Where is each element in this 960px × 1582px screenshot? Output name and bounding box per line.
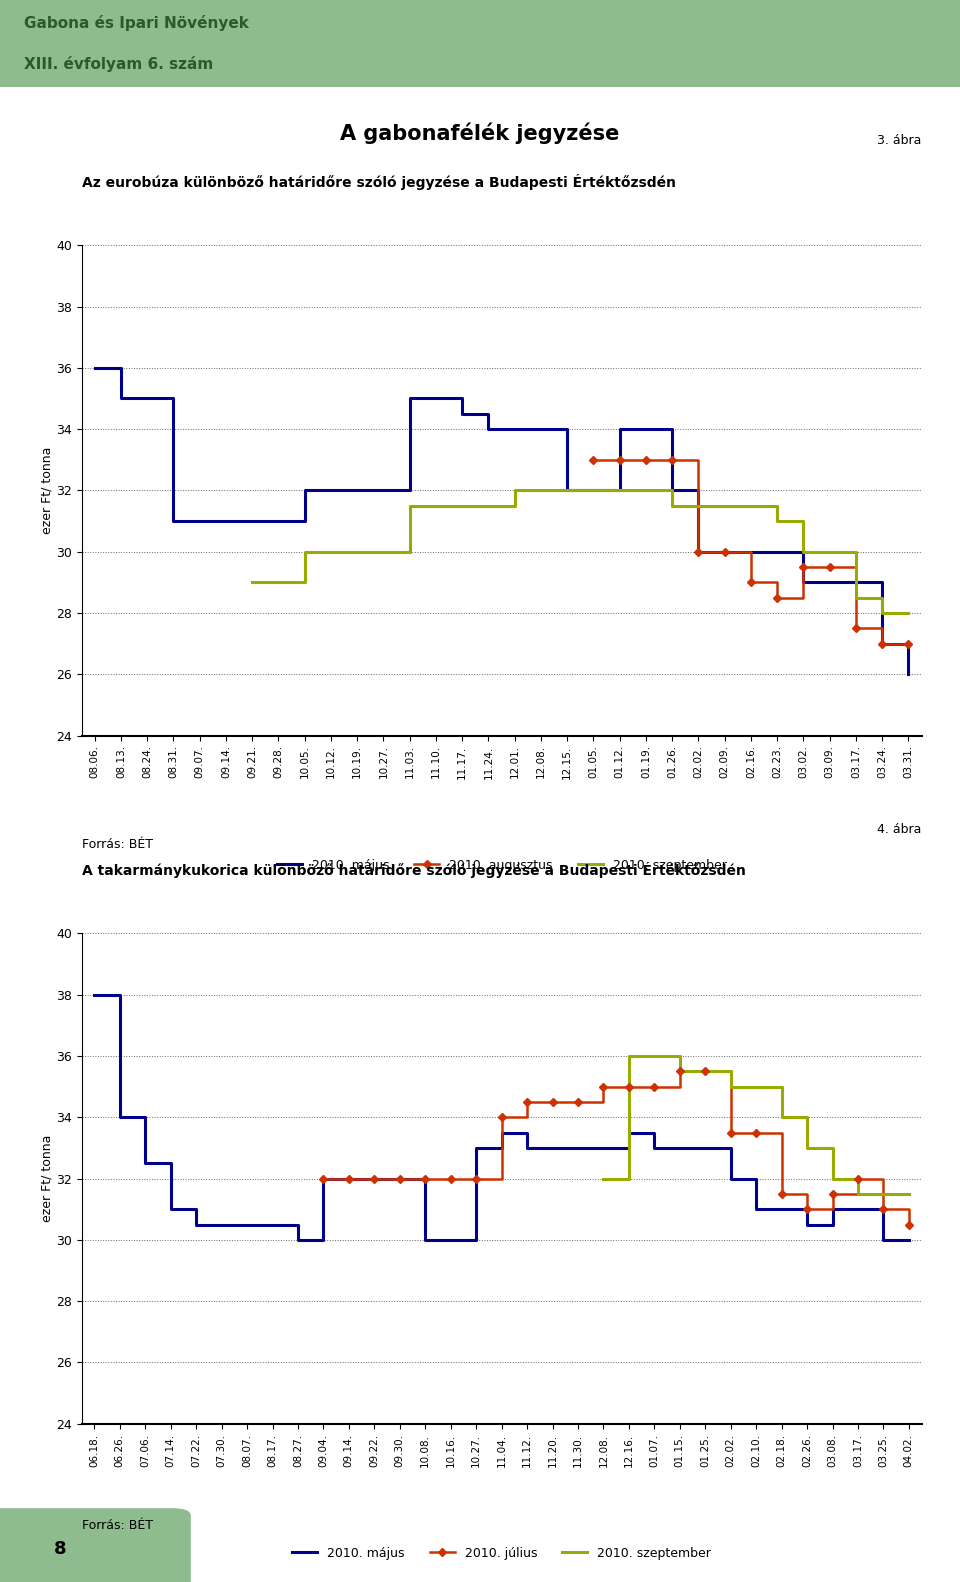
- Y-axis label: ezer Ft/ tonna: ezer Ft/ tonna: [40, 446, 53, 535]
- FancyBboxPatch shape: [0, 1509, 190, 1582]
- Text: 4. ábra: 4. ábra: [877, 823, 922, 835]
- FancyBboxPatch shape: [0, 0, 960, 87]
- Text: A takarmánykukorica különböző határidőre szóló jegyzése a Budapesti Értéktőzsdén: A takarmánykukorica különböző határidőre…: [82, 862, 746, 878]
- Text: 3. ábra: 3. ábra: [877, 134, 922, 147]
- Text: Forrás: BÉT: Forrás: BÉT: [82, 1519, 153, 1531]
- Text: A gabonafélék jegyzése: A gabonafélék jegyzése: [340, 123, 620, 144]
- Text: Az eurobúza különböző határidőre szóló jegyzése a Budapesti Értéktőzsdén: Az eurobúza különböző határidőre szóló j…: [82, 174, 676, 190]
- Text: 8: 8: [54, 1539, 67, 1558]
- Legend: 2010. május, 2010. július, 2010. szeptember: 2010. május, 2010. július, 2010. szeptem…: [287, 1542, 716, 1565]
- Text: XIII. évfolyam 6. szám: XIII. évfolyam 6. szám: [24, 57, 213, 73]
- Text: Gabona és Ipari Növények: Gabona és Ipari Növények: [24, 16, 249, 32]
- Legend: 2010. május, 2010. augusztus, 2010. szeptember: 2010. május, 2010. augusztus, 2010. szep…: [272, 854, 732, 876]
- Text: Forrás: BÉT: Forrás: BÉT: [82, 838, 153, 851]
- Y-axis label: ezer Ft/ tonna: ezer Ft/ tonna: [40, 1134, 53, 1223]
